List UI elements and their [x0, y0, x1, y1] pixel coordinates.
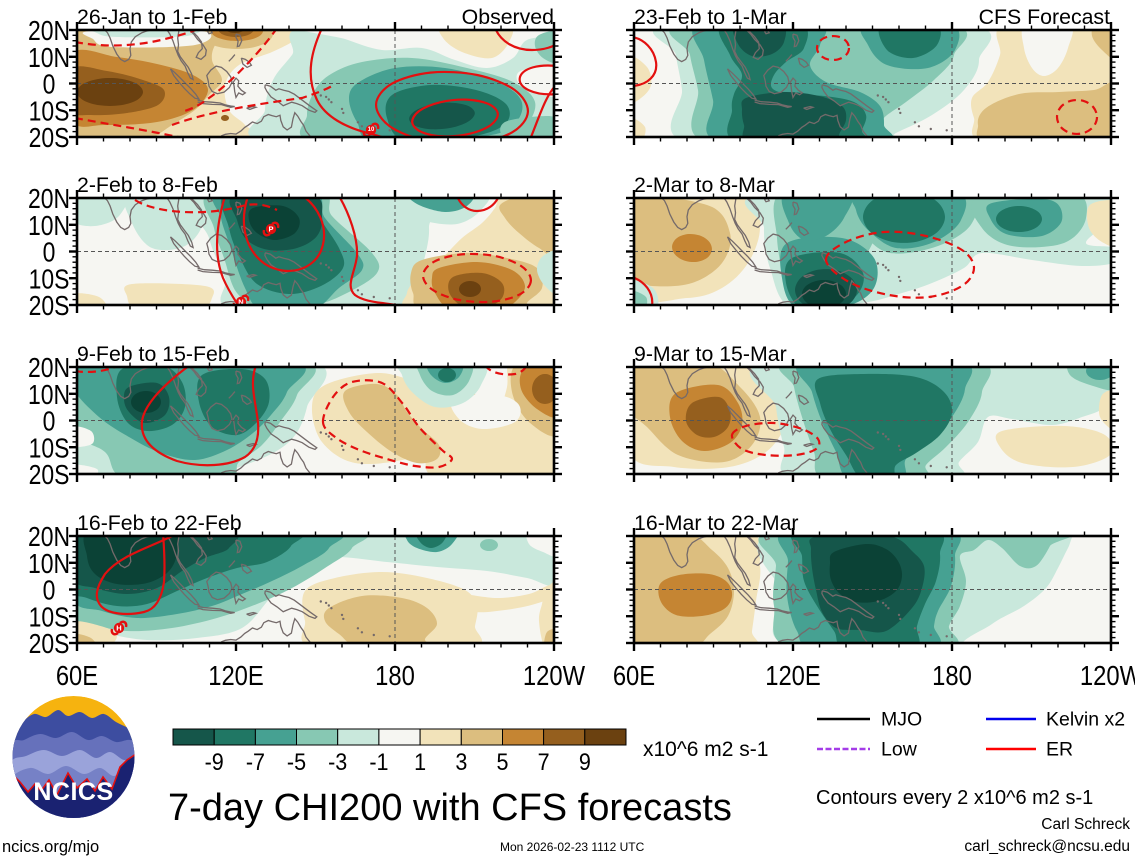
- svg-text:20S: 20S: [29, 629, 70, 660]
- svg-text:NCICS: NCICS: [33, 778, 113, 806]
- svg-text:Contours every 2 x10^6 m2 s-1: Contours every 2 x10^6 m2 s-1: [816, 787, 1093, 809]
- svg-text:20N: 20N: [28, 353, 70, 384]
- svg-text:3: 3: [455, 748, 467, 776]
- svg-text:20N: 20N: [28, 16, 70, 47]
- svg-text:5: 5: [497, 748, 509, 776]
- svg-text:P: P: [268, 225, 273, 234]
- svg-text:CFS Forecast: CFS Forecast: [979, 5, 1110, 29]
- svg-text:0: 0: [43, 69, 56, 100]
- svg-text:x10^6 m2 s-1: x10^6 m2 s-1: [643, 738, 768, 761]
- svg-text:7-day CHI200 with CFS forecast: 7-day CHI200 with CFS forecasts: [168, 787, 732, 829]
- svg-text:10S: 10S: [29, 96, 70, 127]
- svg-text:10N: 10N: [28, 380, 70, 411]
- svg-text:2-Feb to 8-Feb: 2-Feb to 8-Feb: [77, 173, 218, 197]
- svg-text:-1: -1: [369, 748, 388, 776]
- svg-text:10N: 10N: [28, 43, 70, 74]
- svg-text:23-Feb to 1-Mar: 23-Feb to 1-Mar: [634, 5, 787, 29]
- svg-text:120E: 120E: [765, 659, 821, 691]
- svg-text:10: 10: [368, 127, 375, 133]
- svg-text:20S: 20S: [29, 291, 70, 322]
- svg-text:Mon 2026-02-23 1112 UTC: Mon 2026-02-23 1112 UTC: [500, 840, 645, 854]
- svg-text:60E: 60E: [613, 659, 655, 691]
- svg-text:10N: 10N: [28, 549, 70, 580]
- svg-text:10S: 10S: [29, 264, 70, 295]
- svg-text:Carl Schreck: Carl Schreck: [1041, 816, 1130, 833]
- svg-text:60E: 60E: [56, 659, 98, 691]
- svg-text:7: 7: [538, 748, 550, 776]
- svg-text:180: 180: [375, 659, 415, 691]
- svg-text:20S: 20S: [29, 460, 70, 491]
- svg-text:120W: 120W: [523, 659, 586, 691]
- svg-text:carl_schreck@ncsu.edu: carl_schreck@ncsu.edu: [964, 838, 1130, 855]
- svg-text:26-Jan to 1-Feb: 26-Jan to 1-Feb: [77, 5, 227, 29]
- svg-text:10N: 10N: [28, 211, 70, 242]
- svg-text:-5: -5: [287, 748, 306, 776]
- svg-text:20S: 20S: [29, 123, 70, 154]
- svg-text:9-Feb to 15-Feb: 9-Feb to 15-Feb: [77, 342, 230, 366]
- svg-text:Observed: Observed: [462, 5, 554, 29]
- svg-text:ncics.org/mjo: ncics.org/mjo: [2, 838, 99, 856]
- svg-text:ER: ER: [1046, 739, 1073, 761]
- svg-text:Low: Low: [881, 739, 918, 761]
- svg-text:0: 0: [43, 575, 56, 606]
- svg-text:1: 1: [414, 748, 426, 776]
- svg-text:10S: 10S: [29, 433, 70, 464]
- svg-text:0: 0: [43, 237, 56, 268]
- svg-text:MJO: MJO: [881, 709, 922, 731]
- svg-text:Kelvin x2: Kelvin x2: [1046, 709, 1125, 731]
- svg-text:9: 9: [579, 748, 591, 776]
- svg-text:120E: 120E: [208, 659, 264, 691]
- svg-text:0: 0: [43, 406, 56, 437]
- svg-text:20N: 20N: [28, 522, 70, 553]
- svg-text:16-Mar to 22-Mar: 16-Mar to 22-Mar: [634, 511, 799, 535]
- svg-text:10S: 10S: [29, 602, 70, 633]
- svg-text:180: 180: [932, 659, 972, 691]
- svg-text:-9: -9: [205, 748, 224, 776]
- svg-text:2-Mar to 8-Mar: 2-Mar to 8-Mar: [634, 173, 775, 197]
- svg-text:20N: 20N: [28, 184, 70, 215]
- svg-text:N: N: [238, 298, 243, 307]
- svg-text:16-Feb to 22-Feb: 16-Feb to 22-Feb: [77, 511, 242, 535]
- svg-text:-7: -7: [246, 748, 265, 776]
- svg-text:H: H: [116, 624, 121, 633]
- svg-text:120W: 120W: [1080, 659, 1135, 691]
- svg-text:9-Mar to 15-Mar: 9-Mar to 15-Mar: [634, 342, 787, 366]
- svg-text:-3: -3: [328, 748, 347, 776]
